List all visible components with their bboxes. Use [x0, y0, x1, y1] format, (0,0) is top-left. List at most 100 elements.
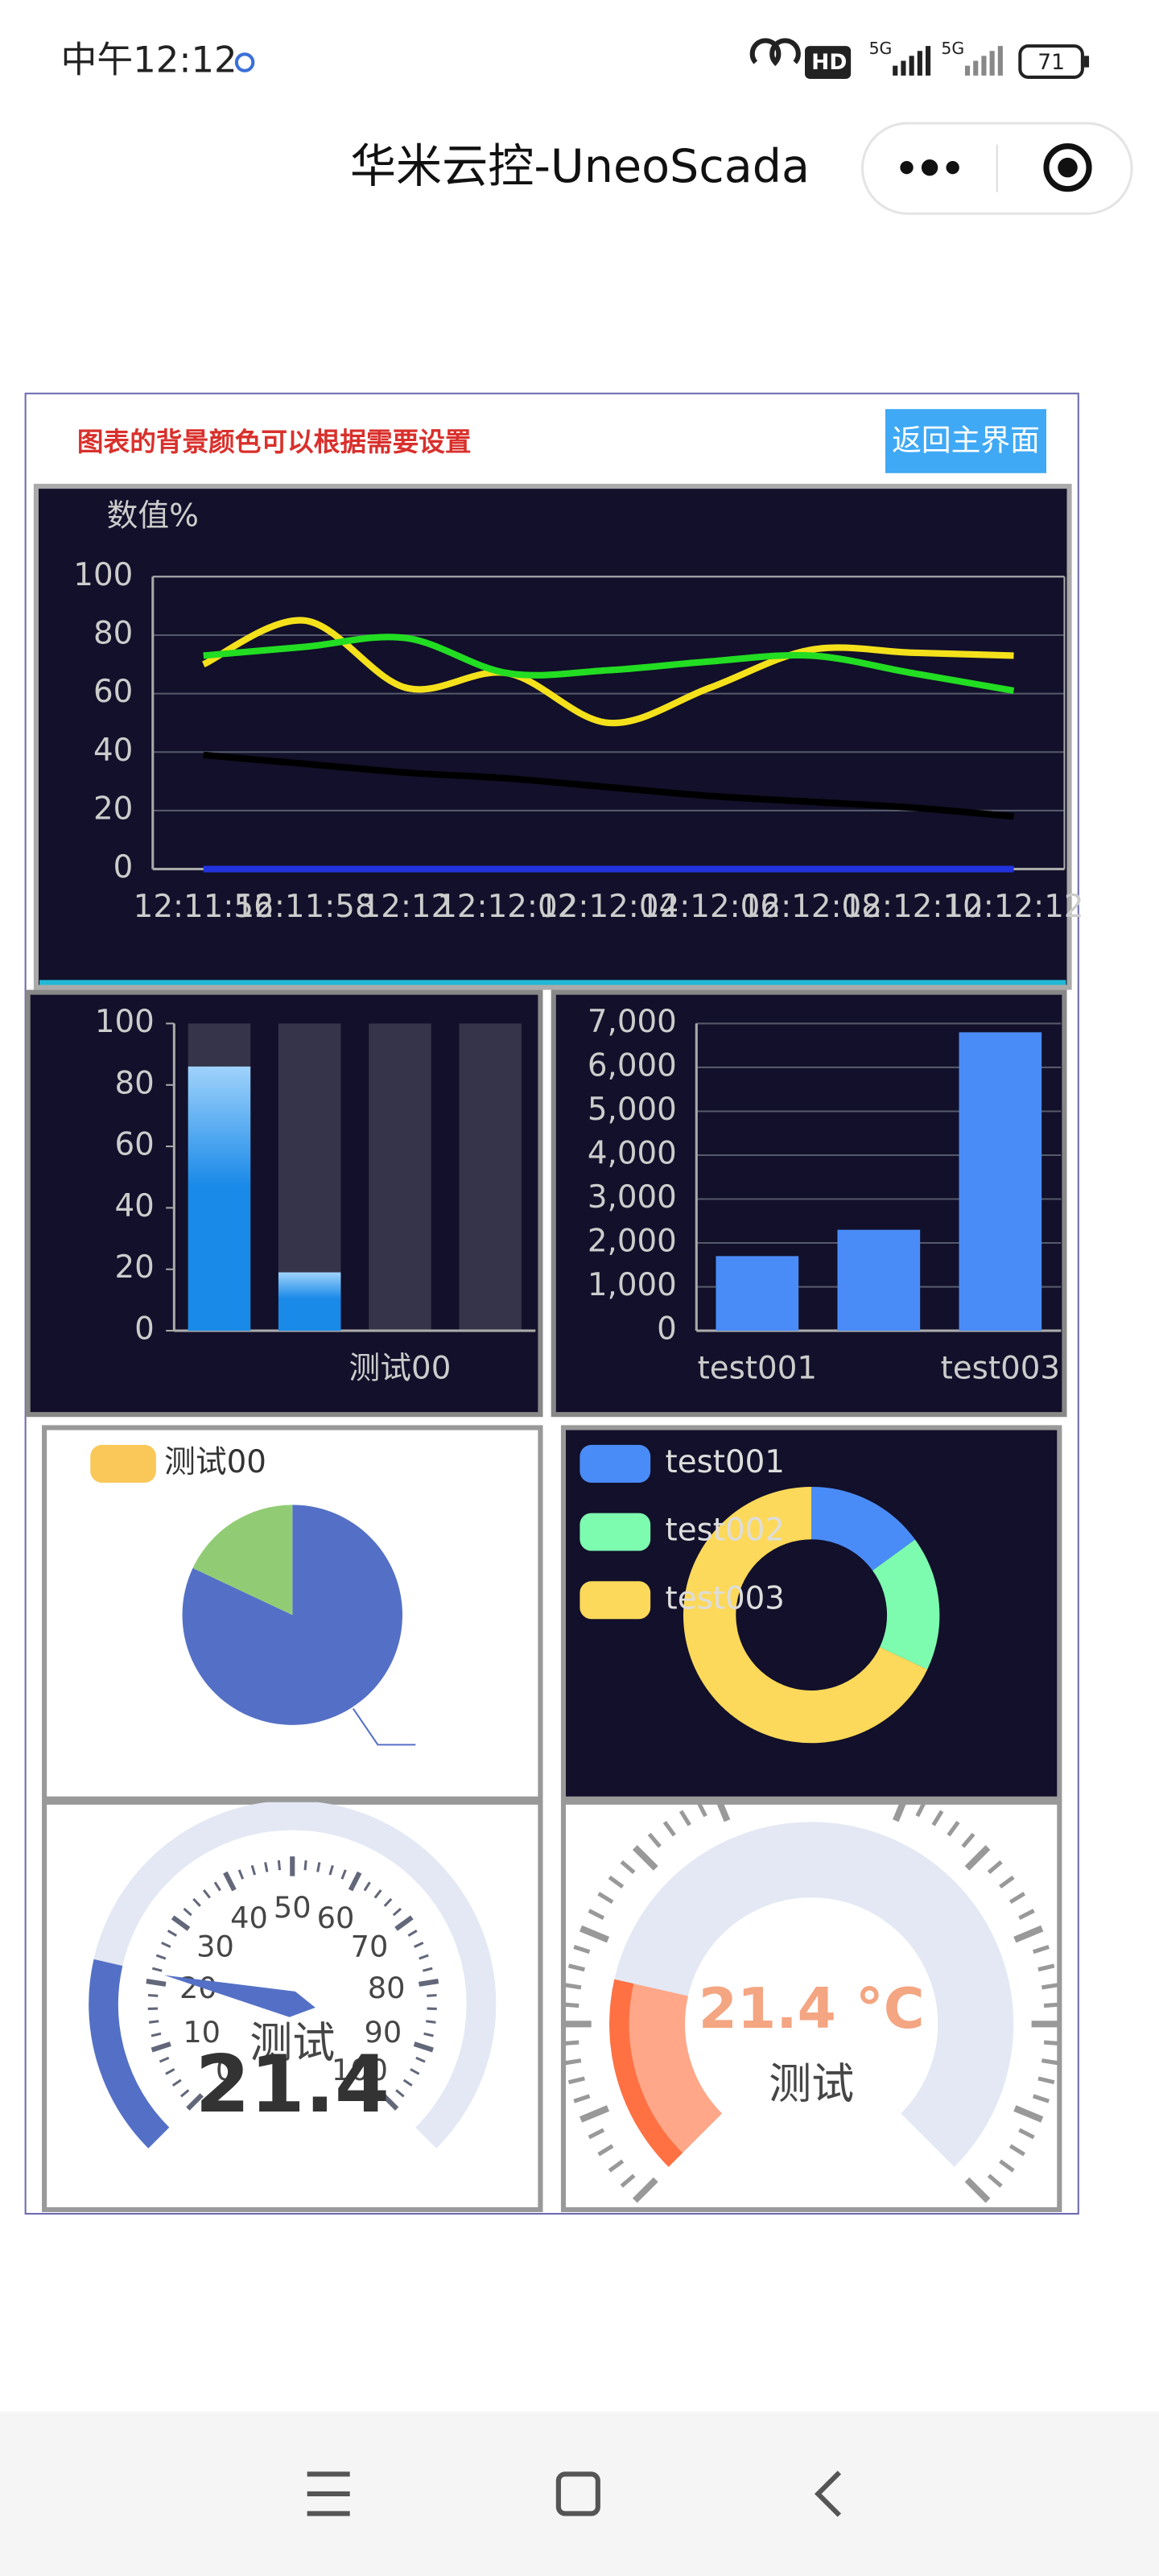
more-button[interactable]: [900, 159, 959, 176]
x-tick-label: 12:12:04: [538, 889, 678, 925]
gauge-outer-tick: [999, 2159, 1015, 2173]
gauge-outer-tick: [915, 1802, 927, 1818]
gauge-outer-tick: [588, 2128, 605, 2140]
gauge-minor-tick: [151, 1967, 163, 1972]
gauge-minor-tick: [415, 2056, 426, 2063]
gauge-minor-tick: [167, 1930, 178, 1937]
bar: [278, 1272, 341, 1331]
gauge-minor-tick: [159, 2056, 170, 2063]
battery-icon: [1018, 44, 1084, 79]
x-tick-label: 测试00: [349, 1351, 452, 1387]
gauge-tick: [381, 2093, 399, 2111]
gauge-progress-edge: [609, 1979, 683, 2167]
gauge-outer-tick: [964, 2177, 991, 2203]
x-tick-label: test001: [698, 1351, 817, 1387]
back-nav-button[interactable]: [814, 2471, 842, 2517]
legend-label: test002: [666, 1513, 785, 1549]
gauge-outer-tick: [567, 2076, 585, 2085]
gauge-outer-tick: [1041, 1983, 1058, 1990]
gauge-outer-tick: [1032, 2094, 1050, 2103]
bar: [188, 1066, 251, 1331]
gauge-outer-tick: [580, 2105, 610, 2123]
x-tick-label: 12:11:58: [235, 889, 375, 925]
gauge-minor-tick: [363, 1881, 371, 1892]
back-button-label[interactable]: 返回主界面: [892, 423, 1040, 457]
gauge-outer-tick: [608, 2159, 625, 2173]
gauge-outer-tick: [588, 1909, 605, 1920]
gauge-minor-tick: [410, 2068, 420, 2075]
hd-label: HD: [811, 50, 847, 75]
gauge-minor-tick: [316, 1862, 321, 1872]
y-tick-label: 100: [73, 557, 133, 593]
home-button[interactable]: [555, 2471, 600, 2516]
gauge-minor-tick: [192, 1897, 201, 1907]
y-tick-label: 0: [134, 1311, 155, 1348]
gauge-name: 测试: [769, 2058, 854, 2108]
y-tick-label: 80: [93, 615, 133, 651]
gauge-outer-tick: [1043, 2040, 1060, 2046]
signal-icon: [964, 46, 1003, 76]
back-button[interactable]: 返回主界面: [885, 409, 1046, 473]
gauge-outer-tick: [567, 1963, 585, 1972]
y-tick-label: 2,000: [588, 1224, 677, 1260]
bar-background: [369, 1023, 431, 1331]
y-tick-label: 7,000: [588, 1004, 677, 1040]
gauge-tick: [146, 1979, 167, 1987]
gauge-tick: [413, 2041, 434, 2053]
donut-slice: [683, 1486, 928, 1744]
y-tick-label: 0: [657, 1311, 677, 1348]
gauge-outer-tick: [597, 1892, 614, 1905]
gauge-outer-tick: [678, 1810, 691, 1827]
gauge-outer-tick: [964, 1845, 991, 1871]
y-tick-label: 6,000: [588, 1047, 677, 1084]
gauge-minor-tick: [414, 1941, 424, 1948]
gauge-minor-tick: [250, 1864, 257, 1876]
legend-swatch: [580, 1444, 651, 1483]
link-icon: [749, 38, 801, 67]
close-button[interactable]: [1043, 143, 1092, 192]
gauge-minor-tick: [383, 1897, 393, 1907]
gauge-outer-tick: [987, 2174, 1003, 2188]
gauge-outer-tick: [632, 1845, 658, 1871]
y-tick-label: 0: [113, 849, 134, 886]
gauge-progress: [609, 1979, 723, 2167]
gauge-outer-tick: [893, 1802, 907, 1823]
gauge-minor-tick: [237, 1869, 245, 1880]
gauge-name: 测试: [250, 2017, 335, 2067]
gauge-minor-tick: [392, 1907, 402, 1917]
x-tick-label: 12:12:10: [843, 889, 983, 925]
gauge-outer-tick: [999, 1875, 1015, 1889]
gauge-tick: [394, 1915, 414, 1931]
gauge-outer-tick: [1037, 1963, 1055, 1972]
y-tick-label: 5,000: [588, 1092, 677, 1128]
x-tick-label: test003: [941, 1351, 1060, 1387]
gauge-outer-tick: [1041, 2058, 1058, 2066]
y-tick-label: 80: [115, 1065, 155, 1101]
gauge-progress: [89, 1959, 170, 2149]
gauge-tick-label: 0: [216, 2053, 234, 2087]
x-tick-label: 12:12:08: [741, 889, 881, 925]
legend-swatch: [90, 1444, 156, 1483]
chart-frame: [33, 484, 1072, 990]
hd-badge: [805, 46, 852, 79]
menu-button[interactable]: [307, 2471, 350, 2516]
gauge-minor-tick: [213, 1881, 221, 1892]
pie-slice: [192, 1505, 293, 1616]
gauge-outer-tick: [1018, 1909, 1035, 1920]
gauge-tick-label: 90: [364, 2015, 402, 2050]
gauge-minor-tick: [151, 2032, 162, 2037]
charts: 020406080100数值%12:11:5612:11:5812:1212:1…: [25, 484, 1084, 2212]
nav-bar: [0, 2411, 1159, 2576]
line-series: [203, 751, 1014, 820]
gauge-tick: [151, 2041, 171, 2053]
y-tick-label: 1,000: [588, 1267, 677, 1303]
gauge-tick: [419, 1979, 439, 1987]
legend-swatch: [580, 1581, 651, 1620]
y-tick-label: 40: [115, 1188, 155, 1224]
y-tick-label: 20: [93, 791, 133, 827]
gauge-pointer: [164, 1975, 316, 2017]
signal-icon: [893, 46, 931, 76]
gauge-outer-tick: [696, 1802, 707, 1818]
gauge-outer-tick: [662, 1820, 676, 1837]
